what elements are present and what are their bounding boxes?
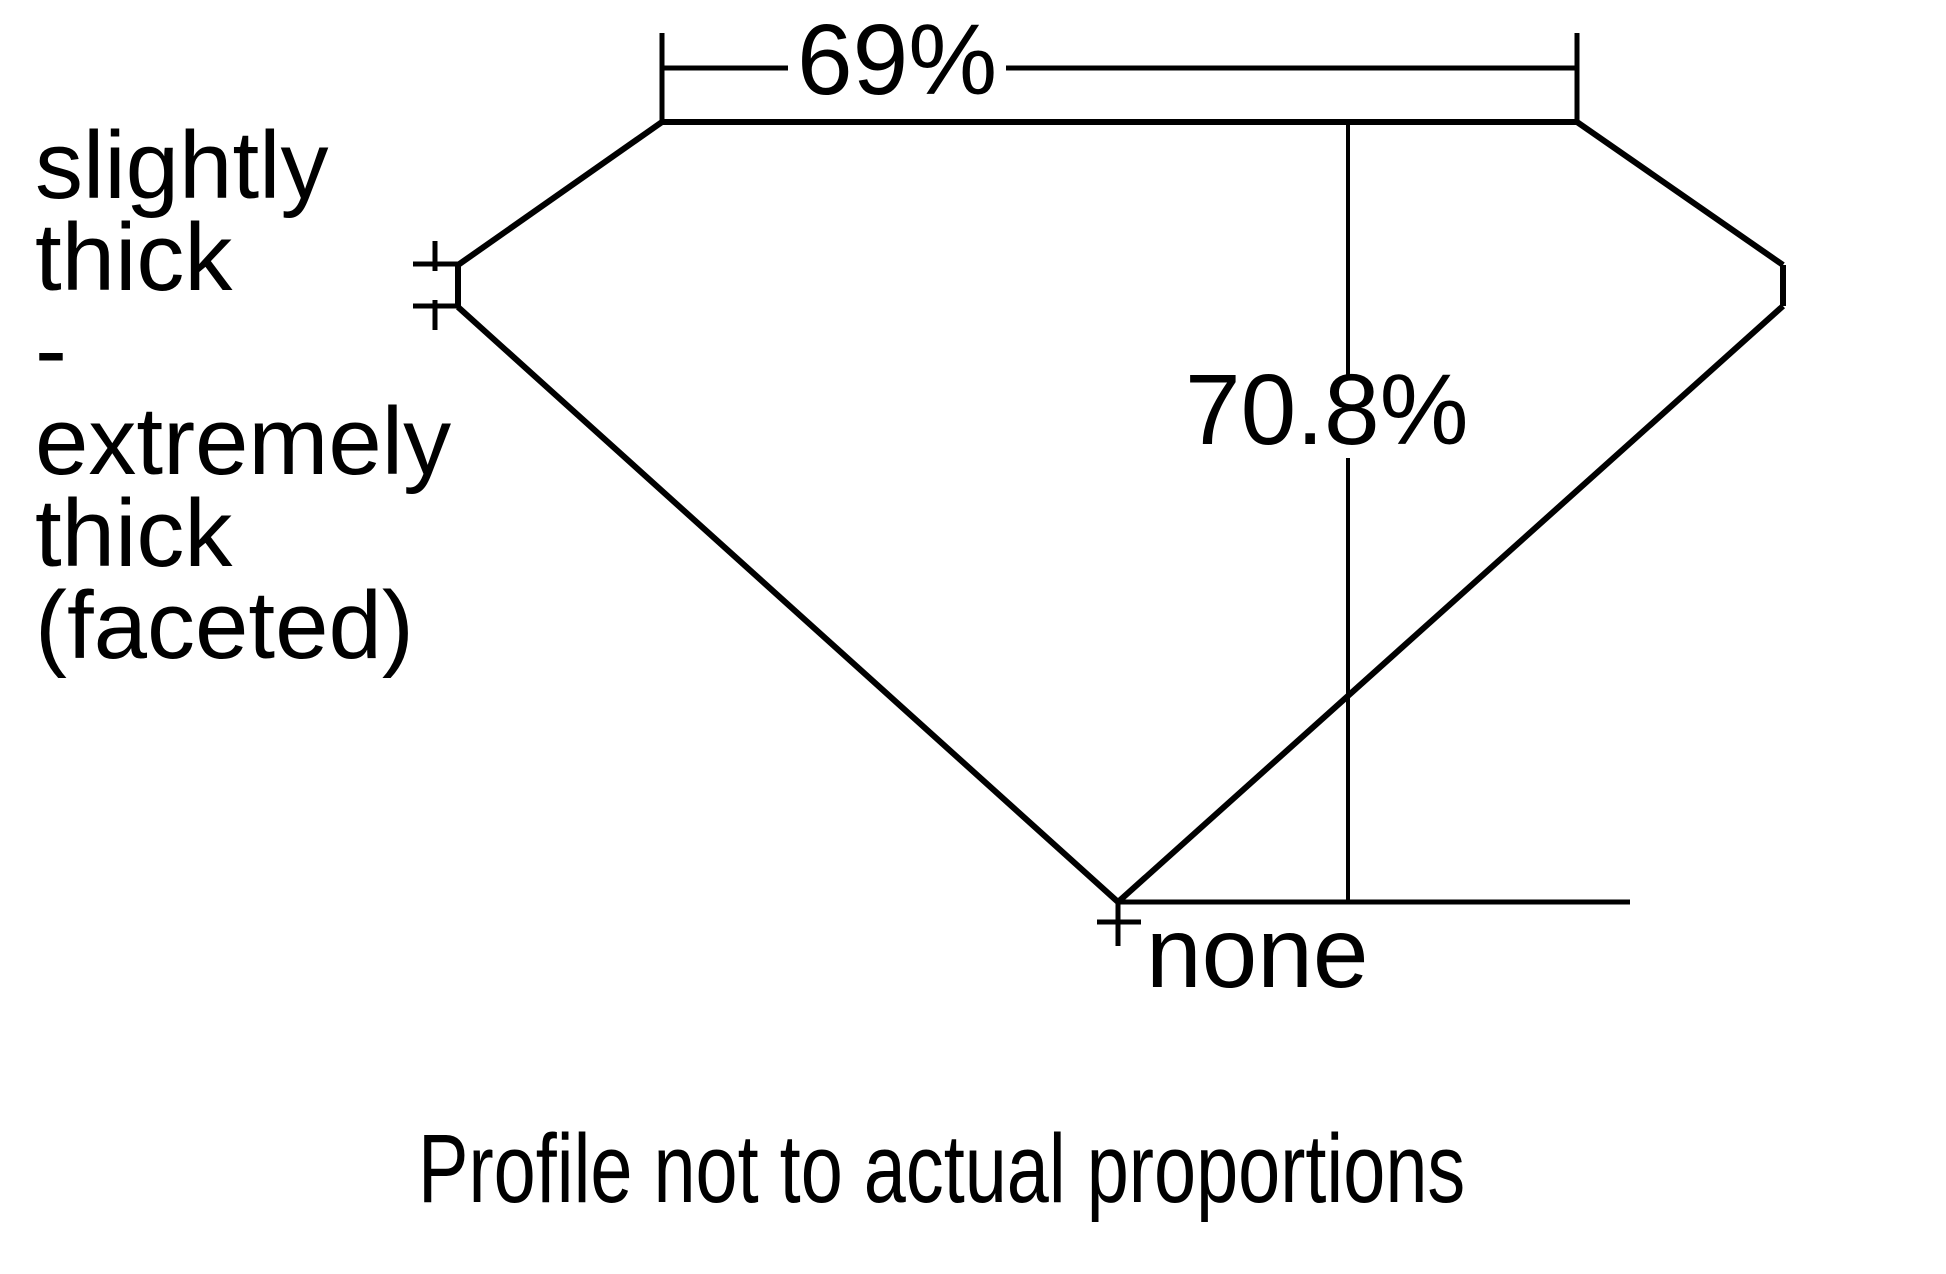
girdle-thickness-label-line-2: thick xyxy=(35,204,233,311)
pavilion-facet-right-line xyxy=(1115,303,1786,905)
girdle-thickness-label-line-4: extremely xyxy=(35,388,452,495)
girdle-thickness-label-line-5: thick xyxy=(35,480,233,587)
culet-size-label: none xyxy=(1146,897,1369,1009)
crown-facet-right-line xyxy=(1575,119,1785,268)
girdle-thickness-label-line-1: slightly xyxy=(35,112,329,219)
pavilion-facet-left-line xyxy=(455,304,1121,905)
crown-facet-left-line xyxy=(456,119,664,268)
table-percentage-label: 69% xyxy=(797,4,998,116)
depth-percentage-label: 70.8% xyxy=(1185,354,1469,466)
profile-footnote: Profile not to actual proportions xyxy=(418,1114,1466,1223)
girdle-thickness-label-line-6: (faceted) xyxy=(35,572,414,679)
girdle-thickness-label-line-3: - xyxy=(35,296,67,403)
girdle-thickness-label: slightly thick - extremely thick (facete… xyxy=(35,112,452,679)
